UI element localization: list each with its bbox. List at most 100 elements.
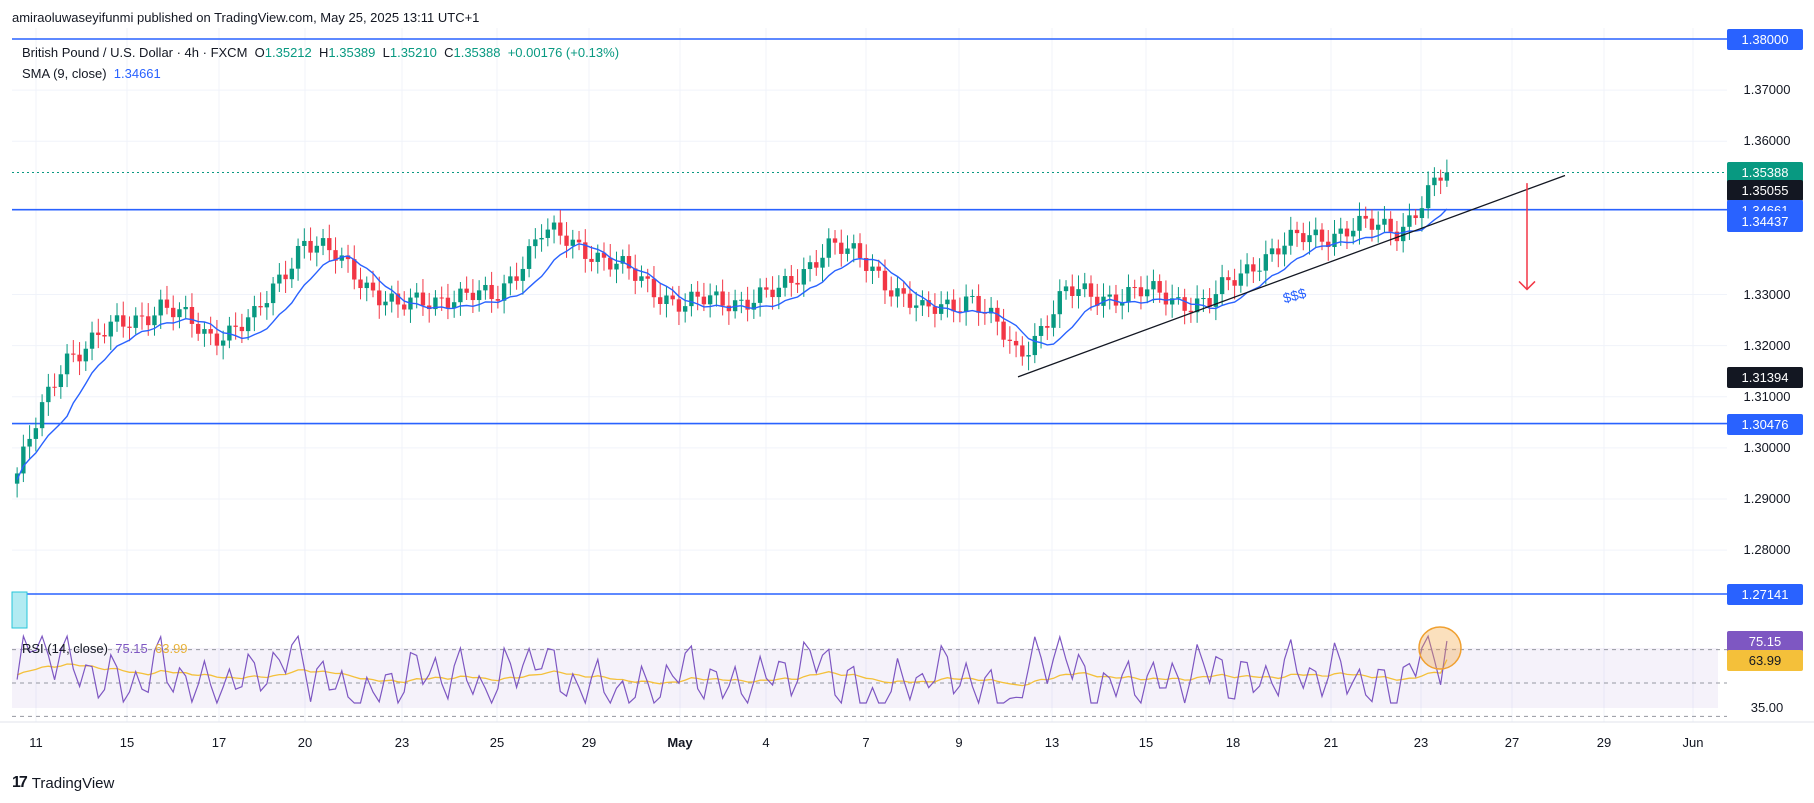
candle-body — [495, 299, 501, 301]
candle-body — [776, 287, 782, 298]
candle-body — [1051, 314, 1056, 328]
trendline — [1017, 174, 1566, 378]
time-tick: 27 — [1504, 735, 1520, 750]
candle-body — [83, 348, 88, 362]
candle-body — [370, 282, 376, 291]
candle-body — [589, 258, 594, 262]
candle-body — [682, 306, 688, 312]
candle-body — [1207, 298, 1212, 307]
candle-body — [1394, 231, 1400, 242]
candle-body — [1045, 326, 1050, 328]
candle-body — [252, 306, 257, 318]
candle-body — [932, 306, 938, 314]
candle-body — [1182, 297, 1187, 311]
sma-label: SMA (9, close) — [22, 66, 107, 81]
candle-body — [1257, 270, 1262, 272]
candle-body — [1319, 229, 1325, 242]
time-tick: 7 — [862, 735, 870, 750]
candle-body — [1269, 248, 1275, 255]
candle-body — [233, 325, 238, 327]
candle-body — [208, 329, 213, 334]
open-label: O — [254, 45, 265, 60]
candle-body — [1020, 345, 1025, 357]
candle-body — [451, 302, 457, 308]
candle-body — [876, 266, 881, 271]
time-tick: May — [667, 735, 693, 750]
candle-body — [639, 276, 644, 281]
candle-body — [714, 291, 719, 296]
candle-body — [857, 243, 863, 258]
candle-body — [283, 274, 288, 280]
candle-body — [533, 239, 538, 247]
rsi-axis-label: 75.15 — [1727, 631, 1803, 652]
candle-body — [270, 283, 276, 304]
candle-body — [245, 317, 251, 332]
candle-body — [1388, 218, 1393, 232]
candle-body — [1369, 218, 1375, 230]
candle-body — [1013, 340, 1019, 346]
candle-body — [976, 295, 981, 313]
candle-body — [1244, 264, 1250, 274]
candle-body — [564, 235, 569, 246]
candle-body — [327, 238, 332, 251]
candle-body — [264, 303, 270, 308]
price-label: 1.34437 — [1727, 211, 1803, 233]
candle-body — [214, 333, 220, 346]
low-value: 1.35210 — [389, 45, 437, 60]
high-value: 1.35389 — [328, 45, 376, 60]
candle-body — [77, 354, 82, 362]
candle-body — [1276, 248, 1281, 255]
candle-body — [1032, 335, 1037, 356]
candle-body — [1419, 208, 1425, 219]
brand-name: TradingView — [31, 774, 115, 792]
candle-body — [39, 402, 45, 429]
candle-body — [1307, 235, 1312, 243]
candle-body — [102, 335, 107, 337]
candle-body — [202, 329, 207, 334]
candle-body — [1238, 273, 1244, 286]
candle-body — [1400, 226, 1406, 242]
close-value: 1.35388 — [453, 45, 501, 60]
candle-body — [970, 295, 975, 297]
candle-body — [89, 332, 95, 349]
candle-body — [576, 239, 582, 243]
rsi-ma-value: 63.99 — [155, 641, 188, 656]
candle-body — [302, 240, 307, 246]
candle-body — [520, 268, 526, 281]
candle-body — [239, 326, 245, 332]
candle-body — [601, 252, 607, 258]
candle-body — [757, 287, 763, 303]
candle-body — [1376, 224, 1381, 230]
candle-body — [1163, 292, 1169, 305]
candle-body — [420, 292, 426, 306]
candle-body — [1057, 291, 1062, 315]
candle-body — [1088, 283, 1094, 297]
candle-body — [1138, 287, 1144, 297]
candle-body — [839, 242, 844, 254]
candle-body — [1107, 294, 1112, 297]
candle-body — [501, 283, 507, 301]
candle-body — [1082, 283, 1087, 290]
candle-body — [1213, 294, 1219, 307]
time-tick: 4 — [762, 735, 770, 750]
candle-body — [539, 237, 544, 240]
high-label: H — [319, 45, 329, 60]
candle-body — [926, 300, 931, 307]
candle-body — [258, 306, 263, 308]
candle-body — [352, 259, 357, 280]
tradingview-logo[interactable]: 17 TradingView — [12, 774, 114, 792]
candle-body — [152, 315, 157, 326]
candle-body — [389, 293, 394, 302]
candle-body — [938, 304, 944, 314]
price-label: 1.30476 — [1727, 413, 1803, 435]
candle-body — [889, 290, 894, 297]
candle-body — [1413, 215, 1418, 219]
candle-body — [814, 262, 819, 268]
candle-body — [1382, 218, 1387, 225]
candle-body — [333, 250, 338, 261]
price-tick: 1.29000 — [1743, 490, 1791, 506]
candle-body — [782, 276, 788, 288]
candle-body — [558, 222, 563, 236]
candle-body — [913, 305, 919, 308]
